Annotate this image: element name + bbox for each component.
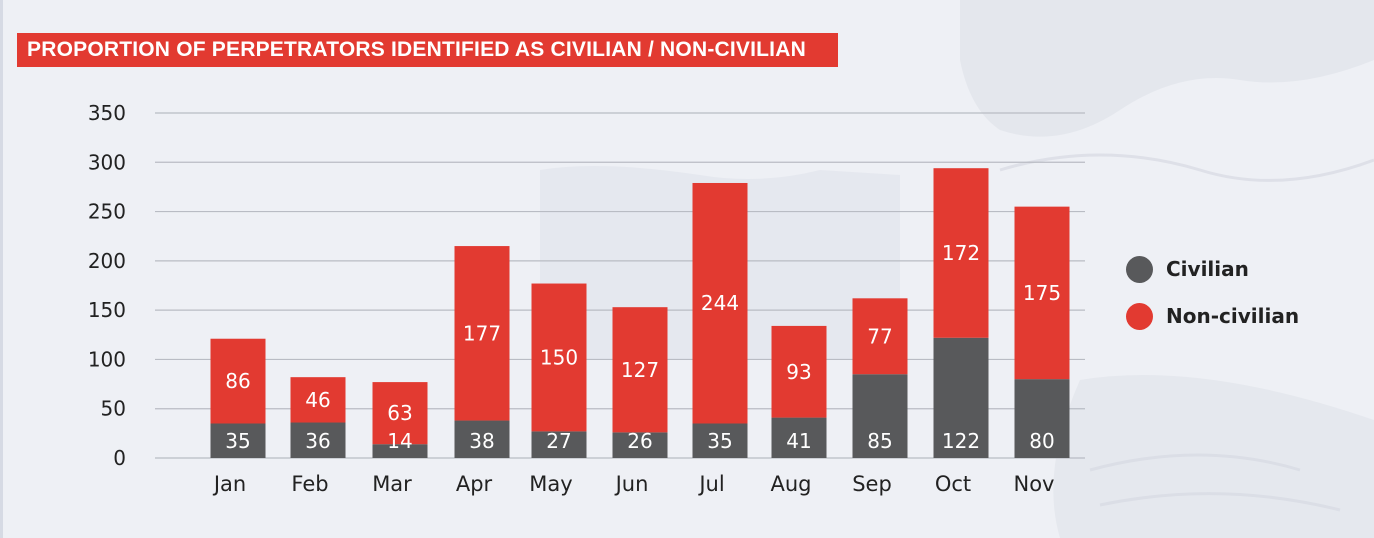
bar-non-civilian xyxy=(372,382,428,445)
data-label-non-civilian: 63 xyxy=(387,401,412,425)
bar-civilian xyxy=(612,432,668,458)
data-label-non-civilian: 177 xyxy=(463,321,501,345)
bar-non-civilian xyxy=(290,377,346,423)
x-tick-label: Apr xyxy=(456,472,493,496)
data-label-non-civilian: 150 xyxy=(540,345,578,369)
data-label-civilian: 122 xyxy=(942,429,980,453)
y-tick-label: 100 xyxy=(88,347,126,371)
data-label-civilian: 36 xyxy=(305,429,330,453)
x-tick-label: Jul xyxy=(697,472,724,496)
bar-civilian xyxy=(372,444,428,458)
y-tick-label: 300 xyxy=(88,150,126,174)
left-border xyxy=(0,0,3,538)
data-label-non-civilian: 77 xyxy=(867,324,892,348)
x-tick-label: Aug xyxy=(770,472,811,496)
bar-non-civilian xyxy=(612,307,668,433)
data-label-civilian: 80 xyxy=(1029,429,1054,453)
legend-label-non-civilian: Non-civilian xyxy=(1166,304,1300,328)
x-tick-label: Jun xyxy=(614,472,649,496)
bar-civilian xyxy=(531,431,587,458)
data-label-civilian: 26 xyxy=(627,429,652,453)
bar-non-civilian xyxy=(933,168,989,338)
bar-non-civilian xyxy=(454,246,510,421)
bar-civilian xyxy=(290,422,346,458)
data-label-non-civilian: 175 xyxy=(1023,281,1061,305)
legend-item-civilian: Civilian xyxy=(1126,254,1249,284)
y-tick-label: 0 xyxy=(113,446,126,470)
bar-civilian xyxy=(692,423,748,458)
bar-civilian xyxy=(933,337,989,458)
data-label-civilian: 35 xyxy=(225,429,250,453)
y-tick-label: 200 xyxy=(88,249,126,273)
legend-item-non-civilian: Non-civilian xyxy=(1126,301,1299,331)
y-tick-label: 350 xyxy=(88,101,126,125)
x-tick-label: Feb xyxy=(291,472,328,496)
data-label-non-civilian: 244 xyxy=(701,291,739,315)
x-tick-label: Nov xyxy=(1014,472,1055,496)
legend-label-civilian: Civilian xyxy=(1166,257,1249,281)
legend-swatch-civilian xyxy=(1126,255,1153,283)
bar-civilian xyxy=(454,420,510,458)
x-tick-label: Sep xyxy=(852,472,892,496)
chart-title: PROPORTION OF PERPETRATORS IDENTIFIED AS… xyxy=(17,33,838,67)
bar-civilian xyxy=(210,423,266,458)
data-label-civilian: 41 xyxy=(786,429,811,453)
data-label-non-civilian: 93 xyxy=(786,360,811,384)
bar-non-civilian xyxy=(210,338,266,424)
y-tick-label: 150 xyxy=(88,298,126,322)
bar-non-civilian xyxy=(1014,206,1070,380)
data-label-non-civilian: 46 xyxy=(305,388,330,412)
bar-non-civilian xyxy=(771,325,827,418)
data-label-non-civilian: 86 xyxy=(225,369,250,393)
x-tick-label: Mar xyxy=(372,472,412,496)
bar-civilian xyxy=(1014,379,1070,458)
bar-civilian xyxy=(771,417,827,458)
x-tick-label: Jan xyxy=(212,472,246,496)
data-label-civilian: 27 xyxy=(546,429,571,453)
data-label-non-civilian: 127 xyxy=(621,358,659,382)
data-label-civilian: 14 xyxy=(387,429,412,453)
bar-non-civilian xyxy=(531,283,587,432)
y-tick-label: 250 xyxy=(88,200,126,224)
x-tick-label: May xyxy=(529,472,572,496)
bar-non-civilian xyxy=(692,182,748,424)
legend-swatch-non-civilian xyxy=(1126,302,1153,330)
y-tick-label: 50 xyxy=(101,397,126,421)
bar-non-civilian xyxy=(852,298,908,375)
data-label-non-civilian: 172 xyxy=(942,241,980,265)
data-label-civilian: 35 xyxy=(707,429,732,453)
bar-civilian xyxy=(852,374,908,458)
data-label-civilian: 85 xyxy=(867,429,892,453)
data-label-civilian: 38 xyxy=(469,429,494,453)
x-tick-label: Oct xyxy=(935,472,971,496)
